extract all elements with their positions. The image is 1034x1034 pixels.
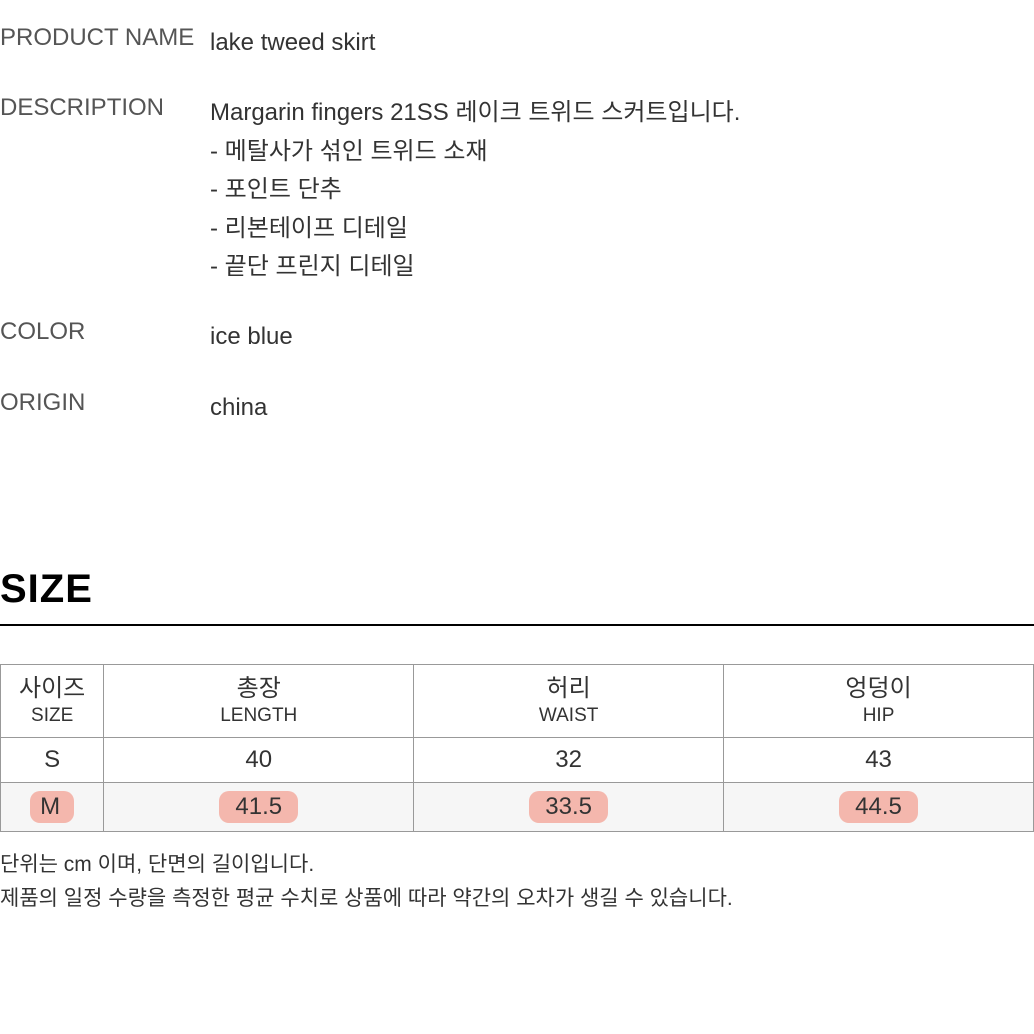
table-row-m: M 41.5 33.5 44.5	[1, 783, 1034, 832]
desc-line: - 끝단 프린지 디테일	[210, 248, 740, 286]
table-row-s: S 40 32 43	[1, 738, 1034, 783]
description-row: DESCRIPTION Margarin fingers 21SS 레이크 트위…	[0, 94, 1034, 286]
cell-length: 41.5	[104, 783, 414, 832]
cell-hip: 44.5	[724, 783, 1034, 832]
product-name-label: PRODUCT NAME	[0, 24, 210, 62]
note-line: 제품의 일정 수량을 측정한 평균 수치로 상품에 따라 약간의 오차가 생길 …	[0, 882, 1034, 916]
desc-line: Margarin fingers 21SS 레이크 트위드 스커트입니다.	[210, 94, 740, 132]
cell-size: M	[1, 783, 104, 832]
origin-row: ORIGIN china	[0, 389, 1034, 427]
header-hip: 엉덩이 HIP	[724, 665, 1034, 738]
desc-line: - 메탈사가 섞인 트위드 소재	[210, 133, 740, 171]
size-heading: SIZE	[0, 567, 1034, 626]
color-row: COLOR ice blue	[0, 318, 1034, 356]
size-table: 사이즈 SIZE 총장 LENGTH 허리 WAIST 엉덩이 HIP S 40…	[0, 664, 1034, 832]
header-length: 총장 LENGTH	[104, 665, 414, 738]
description-value: Margarin fingers 21SS 레이크 트위드 스커트입니다. - …	[210, 94, 740, 286]
cell-size: S	[1, 738, 104, 783]
product-info-section: PRODUCT NAME lake tweed skirt DESCRIPTIO…	[0, 24, 1034, 427]
cell-hip: 43	[724, 738, 1034, 783]
origin-value: china	[210, 389, 267, 427]
product-name-value: lake tweed skirt	[210, 24, 375, 62]
cell-waist: 33.5	[414, 783, 724, 832]
color-label: COLOR	[0, 318, 210, 356]
cell-length: 40	[104, 738, 414, 783]
product-name-row: PRODUCT NAME lake tweed skirt	[0, 24, 1034, 62]
header-waist: 허리 WAIST	[414, 665, 724, 738]
desc-line: - 포인트 단추	[210, 171, 740, 209]
cell-waist: 32	[414, 738, 724, 783]
color-value: ice blue	[210, 318, 293, 356]
table-header-row: 사이즈 SIZE 총장 LENGTH 허리 WAIST 엉덩이 HIP	[1, 665, 1034, 738]
header-size: 사이즈 SIZE	[1, 665, 104, 738]
origin-label: ORIGIN	[0, 389, 210, 427]
note-line: 단위는 cm 이며, 단면의 길이입니다.	[0, 848, 1034, 882]
description-label: DESCRIPTION	[0, 94, 210, 286]
desc-line: - 리본테이프 디테일	[210, 210, 740, 248]
size-notes: 단위는 cm 이며, 단면의 길이입니다. 제품의 일정 수량을 측정한 평균 …	[0, 848, 1034, 915]
